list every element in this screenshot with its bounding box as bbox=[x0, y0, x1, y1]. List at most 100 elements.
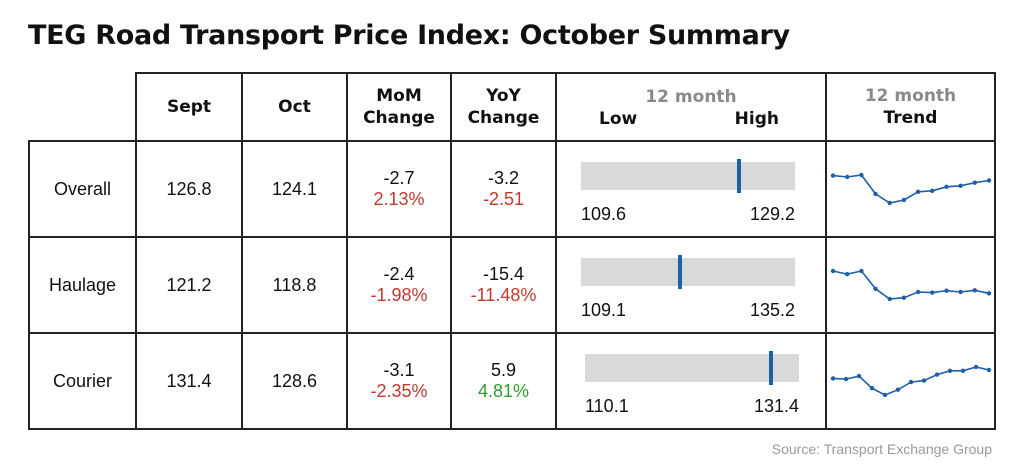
trend-point bbox=[986, 291, 991, 296]
sept-value: 126.8 bbox=[135, 140, 243, 238]
header-yoy-line1: YoY bbox=[486, 86, 521, 106]
table-row: Overall 126.8 124.1 -2.7 2.13% -3.2 -2.51 109.6… bbox=[28, 140, 996, 238]
header-range: 12 month Low High bbox=[555, 72, 827, 142]
trend-point bbox=[882, 392, 887, 398]
trend-point bbox=[844, 174, 849, 180]
yoy-pct-value: -11.48% bbox=[470, 285, 537, 305]
row-label: Courier bbox=[28, 332, 137, 430]
oct-value: 124.1 bbox=[241, 140, 348, 238]
sept-value: 131.4 bbox=[135, 332, 243, 430]
trend-point bbox=[858, 172, 864, 178]
mom-pct-value: 2.13% bbox=[373, 189, 425, 209]
trend-line bbox=[832, 270, 989, 300]
yoy-pct-value: 4.81% bbox=[477, 381, 530, 401]
trend-point bbox=[908, 379, 913, 385]
trend-point bbox=[858, 268, 864, 274]
trend-point bbox=[986, 367, 991, 373]
header-yoy-line2: Change bbox=[467, 108, 540, 128]
trend-sparkline bbox=[830, 268, 991, 302]
trend-cell bbox=[825, 332, 996, 430]
sept-value: 121.2 bbox=[135, 236, 243, 334]
header-trend: 12 month Trend bbox=[825, 72, 996, 142]
mom-change-cell: -2.4 -1.98% bbox=[346, 236, 452, 334]
range-bar bbox=[585, 351, 799, 385]
page-title: TEG Road Transport Price Index: October … bbox=[28, 20, 790, 51]
table-row: Courier 131.4 128.6 -3.1 -2.35% 5.9 4.81% 110.1… bbox=[28, 332, 996, 430]
mom-pct-value: -2.35% bbox=[370, 381, 428, 401]
range-marker bbox=[737, 159, 742, 193]
trend-point bbox=[830, 376, 835, 381]
trend-point bbox=[957, 183, 963, 188]
trend-point bbox=[887, 200, 892, 206]
trend-point bbox=[929, 290, 934, 295]
header-trend-title: 12 month bbox=[864, 86, 957, 106]
trend-point bbox=[915, 289, 920, 295]
trend-point bbox=[960, 368, 965, 373]
row-label: Overall bbox=[28, 140, 137, 238]
header-yoy: YoY Change bbox=[450, 72, 557, 142]
mom-abs-value: -3.1 bbox=[383, 360, 415, 380]
range-bar bbox=[581, 159, 795, 193]
trend-point bbox=[830, 173, 835, 178]
yoy-change-cell: -3.2 -2.51 bbox=[450, 140, 557, 238]
trend-sparkline bbox=[830, 172, 991, 206]
row-label: Haulage bbox=[28, 236, 137, 334]
mom-change-cell: -2.7 2.13% bbox=[346, 140, 452, 238]
header-trend-label: Trend bbox=[883, 108, 938, 128]
trend-point bbox=[972, 180, 977, 185]
trend-point bbox=[844, 272, 849, 277]
range-cell: 109.1 135.2 bbox=[555, 236, 827, 334]
range-marker bbox=[678, 255, 683, 289]
trend-point bbox=[869, 386, 874, 391]
trend-point bbox=[943, 184, 949, 189]
range-low-value: 110.1 bbox=[585, 396, 629, 416]
yoy-pct-value: -2.51 bbox=[482, 189, 525, 209]
mom-change-cell: -3.1 -2.35% bbox=[346, 332, 452, 430]
header-range-title: 12 month bbox=[645, 87, 737, 107]
table-row: Haulage 121.2 118.8 -2.4 -1.98% -15.4 -11.48% 1… bbox=[28, 236, 996, 334]
summary-table: Sept Oct MoM Change YoY Change 12 month … bbox=[28, 72, 996, 430]
trend-point bbox=[921, 378, 926, 383]
trend-point bbox=[901, 197, 906, 203]
range-low-value: 109.1 bbox=[581, 300, 627, 320]
mom-abs-value: -2.7 bbox=[383, 168, 415, 188]
oct-value: 128.6 bbox=[241, 332, 348, 430]
trend-point bbox=[856, 373, 861, 379]
trend-point bbox=[830, 268, 835, 274]
header-mom: MoM Change bbox=[346, 72, 452, 142]
trend-sparkline bbox=[830, 364, 991, 398]
yoy-abs-value: -15.4 bbox=[482, 264, 525, 284]
header-blank bbox=[29, 73, 137, 142]
range-high-value: 129.2 bbox=[749, 204, 795, 224]
trend-point bbox=[986, 178, 991, 183]
trend-point bbox=[843, 376, 848, 382]
trend-point bbox=[887, 296, 892, 302]
header-mom-line1: MoM bbox=[376, 86, 422, 106]
range-low-value: 109.6 bbox=[581, 204, 627, 224]
trend-point bbox=[934, 372, 939, 377]
trend-line bbox=[832, 174, 989, 204]
oct-value: 118.8 bbox=[241, 236, 348, 334]
trend-point bbox=[872, 191, 878, 197]
trend-point bbox=[901, 295, 906, 300]
trend-point bbox=[947, 368, 952, 373]
yoy-change-cell: -15.4 -11.48% bbox=[450, 236, 557, 334]
mom-pct-value: -1.98% bbox=[370, 285, 428, 305]
header-oct: Oct bbox=[241, 72, 348, 142]
range-high-value: 135.2 bbox=[749, 300, 795, 320]
trend-cell bbox=[825, 236, 996, 334]
trend-point bbox=[943, 288, 949, 293]
trend-cell bbox=[825, 140, 996, 238]
trend-point bbox=[872, 286, 878, 291]
trend-point bbox=[895, 387, 900, 392]
yoy-change-cell: 5.9 4.81% bbox=[450, 332, 557, 430]
trend-point bbox=[929, 188, 934, 193]
header-range-low: Low bbox=[599, 109, 638, 129]
header-sept: Sept bbox=[135, 72, 243, 142]
mom-abs-value: -2.4 bbox=[383, 264, 415, 284]
header-range-high: High bbox=[734, 109, 779, 129]
source-note: Source: Transport Exchange Group bbox=[771, 441, 992, 457]
yoy-abs-value: 5.9 bbox=[490, 360, 517, 380]
range-cell: 110.1 131.4 bbox=[555, 332, 827, 430]
header-row: Sept Oct MoM Change YoY Change 12 month … bbox=[29, 72, 996, 142]
